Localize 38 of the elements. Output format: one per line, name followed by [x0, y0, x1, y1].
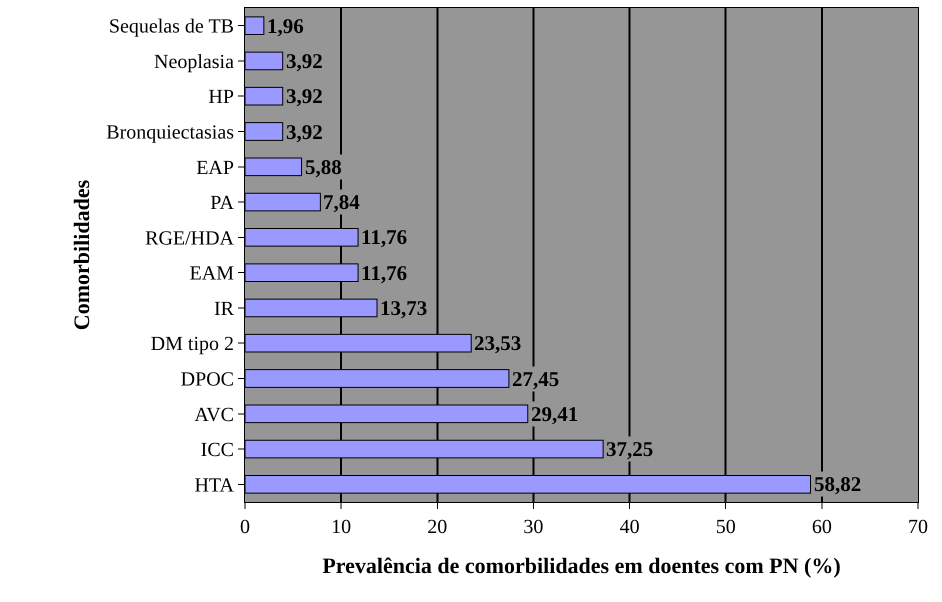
y-tick-label: AVC [194, 404, 234, 426]
y-axis-title: Comorbilidades [69, 179, 94, 330]
y-tick-label: ICC [200, 439, 234, 462]
y-tick-label: PA [210, 192, 235, 214]
y-tick-label: HP [208, 86, 234, 108]
y-tick-label: EAP [196, 156, 234, 179]
y-tick-label: DM tipo 2 [150, 333, 234, 356]
y-tick-label: DPOC [180, 368, 234, 390]
y-tick-label: Neoplasia [154, 50, 234, 73]
data-label: 3,92 [286, 49, 323, 73]
data-label: 27,45 [512, 367, 560, 391]
data-label: 37,25 [606, 437, 654, 461]
data-label: 5,88 [305, 155, 342, 179]
x-tick-label: 10 [331, 516, 352, 538]
data-label: 3,92 [286, 84, 323, 108]
data-label: 58,82 [814, 472, 862, 496]
x-tick-label: 0 [240, 516, 250, 538]
x-axis-title: Prevalência de comorbilidades em doentes com PN (%) [322, 552, 841, 578]
y-tick-label: Bronquiectasias [106, 122, 234, 144]
data-label: 11,76 [361, 225, 408, 249]
data-label: 23,53 [474, 331, 522, 355]
x-tick-label: 50 [716, 516, 736, 538]
y-tick-label: Sequelas de TB [108, 16, 234, 38]
x-tick-label: 20 [427, 516, 448, 538]
y-tick-label: EAM [190, 262, 234, 285]
x-tick-label: 40 [620, 516, 640, 538]
y-tick-label: HTA [194, 474, 235, 496]
x-tick-label: 60 [812, 516, 832, 538]
y-tick-label: IR [214, 298, 235, 320]
data-label: 7,84 [323, 190, 360, 214]
data-label: 13,73 [380, 296, 428, 320]
data-label: 3,92 [286, 120, 323, 144]
y-tick-label: RGE/HDA [145, 227, 235, 250]
data-label: 29,41 [531, 402, 578, 426]
data-label: 11,76 [361, 261, 408, 285]
x-tick-label: 70 [908, 516, 928, 538]
x-tick-label: 30 [523, 516, 544, 538]
data-label: 1,96 [267, 14, 304, 38]
